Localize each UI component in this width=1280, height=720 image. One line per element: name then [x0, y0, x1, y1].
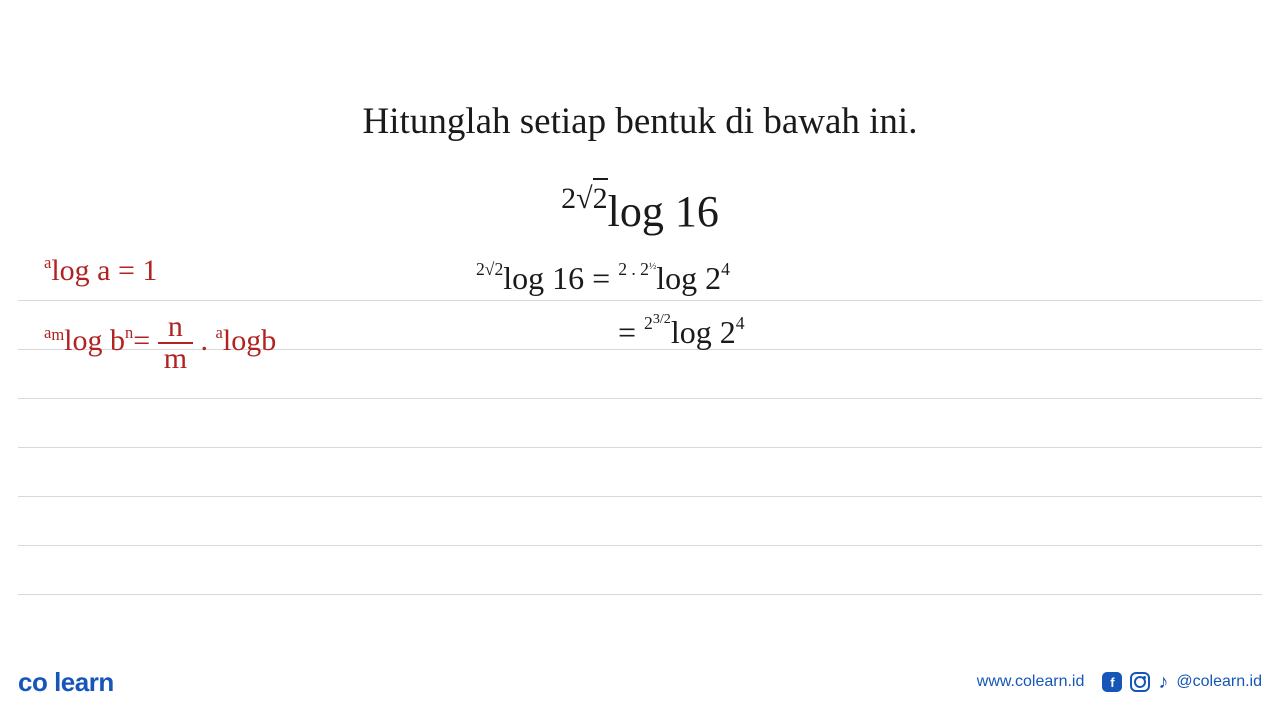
- website-url: www.colearn.id: [977, 673, 1085, 691]
- ruled-line: [18, 447, 1262, 448]
- rule-1: alog a = 1: [44, 256, 157, 286]
- ruled-line: [18, 398, 1262, 399]
- log-base: 2√2: [561, 178, 607, 215]
- instagram-icon: [1130, 672, 1150, 692]
- social-icons: f ♪ @colearn.id: [1102, 671, 1262, 694]
- work-line-1: 2√2log 16 = 2 . 2½log 24: [476, 262, 730, 294]
- brand-logo: co learn: [18, 667, 114, 698]
- facebook-icon: f: [1102, 672, 1122, 692]
- ruled-line: [18, 300, 1262, 301]
- main-expression: 2√2log 16: [0, 182, 1280, 237]
- footer: co learn www.colearn.id f ♪ @colearn.id: [18, 662, 1262, 702]
- rule-2: amlog bn= nm . alogb: [44, 312, 276, 374]
- tiktok-icon: ♪: [1158, 671, 1168, 694]
- problem-title: Hitunglah setiap bentuk di bawah ini.: [0, 100, 1280, 143]
- footer-right: www.colearn.id f ♪ @colearn.id: [977, 671, 1262, 694]
- page: Hitunglah setiap bentuk di bawah ini. 2√…: [0, 0, 1280, 720]
- ruled-line: [18, 496, 1262, 497]
- ruled-line: [18, 545, 1262, 546]
- social-handle: @colearn.id: [1176, 673, 1262, 691]
- log-argument: 16: [675, 187, 719, 236]
- log-operator: log: [608, 187, 675, 236]
- ruled-line: [18, 594, 1262, 595]
- work-line-2: = 23/2log 24: [618, 316, 745, 348]
